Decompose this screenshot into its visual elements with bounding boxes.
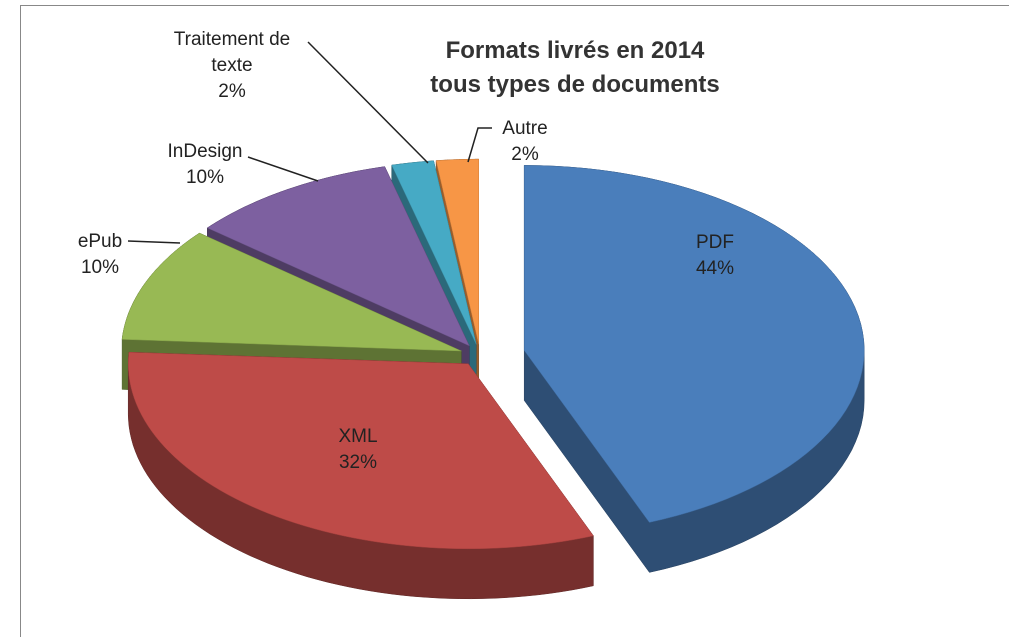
chart-title: Formats livrés en 2014 tous types de doc… [430,34,719,102]
slice [121,232,462,352]
value-label: 2% [218,81,246,102]
slice-label: XML 32% [298,424,418,476]
leader-line [467,127,492,163]
category-label: PDF [696,232,734,253]
slices [121,158,865,600]
slice [128,351,594,550]
slice [391,160,477,345]
value-label: 32% [338,452,378,473]
leader-line [247,156,319,182]
slice-label: Autre 2% [465,116,585,168]
value-label: 44% [695,258,735,279]
category-label: InDesign [167,141,243,162]
slice-label: InDesign 10% [145,139,265,191]
slice [206,166,470,347]
slice-label: PDF 44% [655,230,775,282]
category-label: Autre [502,118,548,139]
leader-line [127,240,181,244]
value-label: 2% [511,144,539,165]
leader-lines [127,41,492,244]
category-label: XML [338,426,378,447]
slice [523,165,865,523]
title-line: Formats livrés en 2014 [445,37,705,64]
slice [435,158,479,345]
value-label: 10% [185,167,225,188]
title-line: tous types de documents [430,71,720,98]
slice-label: ePub 10% [40,229,160,281]
chart-frame [20,5,1009,637]
category-label: Traitement de texte [173,29,291,76]
slice-label: Traitement de texte 2% [152,27,312,105]
value-label: 10% [80,257,120,278]
category-label: ePub [77,231,123,252]
leader-line [307,41,429,164]
